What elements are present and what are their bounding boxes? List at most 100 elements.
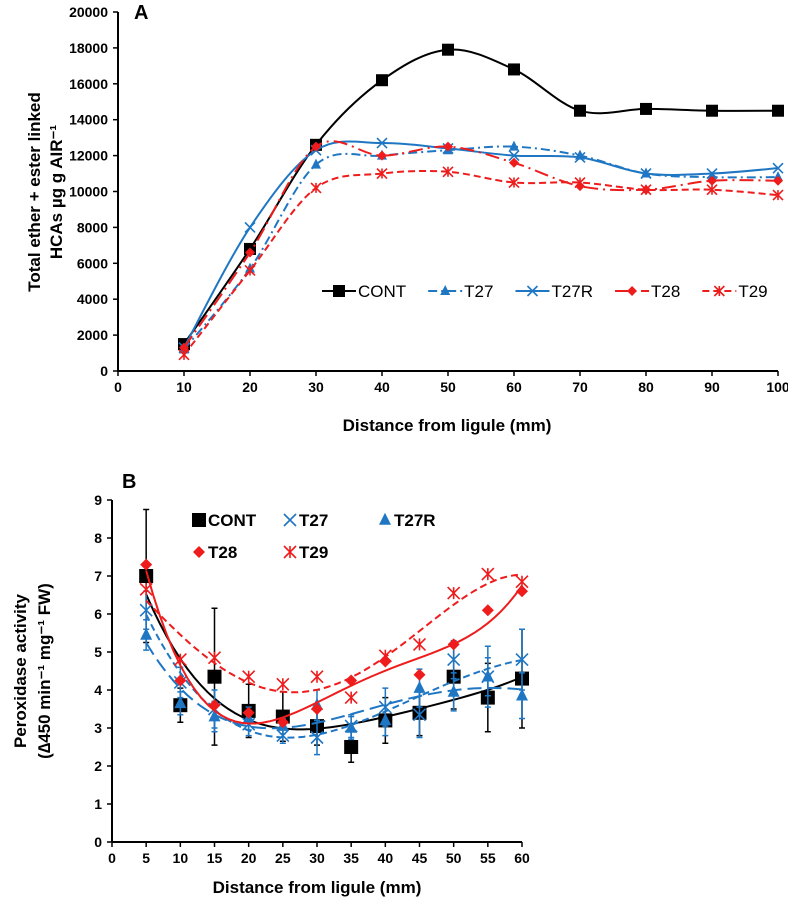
- panel-a-y-axis-title-line2: HCAs µg g AIR⁻¹: [47, 125, 66, 260]
- panel-a-legend: CONT T27 T27R T28 T29: [322, 282, 768, 301]
- legend-marker: [379, 512, 391, 525]
- panel-a-series-cont: [178, 43, 784, 351]
- data-point: [481, 669, 494, 682]
- star-marker: [713, 285, 725, 297]
- square-marker: [333, 285, 345, 297]
- data-point: [442, 43, 454, 56]
- star-marker: [508, 176, 520, 189]
- data-point: [310, 182, 322, 194]
- data-point: [481, 604, 494, 617]
- data-point: [379, 713, 392, 726]
- x-marker: [447, 653, 461, 667]
- star-marker: [640, 184, 652, 196]
- star-marker: [378, 649, 392, 663]
- star-marker: [242, 670, 256, 684]
- star-marker: [207, 651, 222, 665]
- triangle-marker: [516, 688, 528, 701]
- panel-a-series-t27: [179, 140, 783, 354]
- panel-a-x-tick-label: 90: [704, 379, 720, 395]
- square-marker: [574, 104, 586, 117]
- data-point: [508, 150, 520, 162]
- data-point: [447, 638, 460, 651]
- star-marker: [173, 653, 187, 667]
- panel-b-y-tick-label: 1: [94, 796, 102, 812]
- diamond-marker: [509, 157, 519, 168]
- square-marker: [376, 74, 388, 87]
- data-point: [413, 668, 426, 681]
- data-point: [244, 264, 256, 277]
- panel-a-x-tick-label: 40: [374, 379, 390, 395]
- data-point: [242, 670, 256, 684]
- panel-b-x-axis-title: Distance from ligule (mm): [213, 878, 422, 897]
- data-point: [377, 150, 387, 161]
- data-point: [516, 688, 528, 701]
- data-point: [311, 158, 321, 169]
- data-point: [772, 162, 784, 174]
- legend-label: CONT: [208, 511, 257, 530]
- data-point: [208, 709, 221, 722]
- legend-item-t29: T29: [283, 543, 328, 562]
- diamond-marker: [516, 585, 528, 598]
- legend-label: T27: [299, 511, 328, 530]
- data-point: [207, 669, 222, 684]
- triangle-marker: [345, 720, 358, 733]
- panel-a-x-tick-label: 30: [308, 379, 324, 395]
- star-marker: [481, 567, 495, 581]
- triangle-marker: [447, 684, 460, 697]
- diamond-marker: [193, 546, 205, 558]
- legend-marker: [713, 285, 725, 297]
- x-marker: [276, 729, 290, 743]
- data-point: [413, 680, 426, 693]
- triangle-marker: [208, 709, 221, 722]
- star-marker: [772, 189, 784, 201]
- triangle-marker: [140, 627, 153, 640]
- panel-a-y-tick-label: 18000: [69, 40, 108, 56]
- data-point: [173, 653, 187, 667]
- panel-a-y-tick-label: 12000: [69, 148, 108, 164]
- panel-b-x-tick-label: 30: [309, 850, 325, 866]
- data-point: [706, 104, 718, 117]
- panel-a-y-tick-label: 8000: [77, 219, 108, 235]
- panel-b-x-tick-label: 50: [446, 850, 462, 866]
- data-point: [447, 653, 461, 667]
- triangle-marker: [413, 680, 426, 693]
- data-point: [706, 167, 718, 180]
- trend-line: [145, 642, 523, 730]
- data-point: [178, 349, 190, 361]
- panel-b-y-tick-label: 8: [94, 530, 102, 546]
- data-point: [773, 175, 783, 186]
- data-point: [509, 157, 519, 168]
- x-marker: [508, 150, 520, 162]
- panel-a-y-tick-label: 20000: [69, 4, 108, 20]
- data-point: [515, 575, 529, 589]
- panel-a-series-t29: [178, 166, 784, 361]
- panel-b-x-tick-label: 5: [142, 850, 150, 866]
- legend-marker: [440, 285, 451, 295]
- panel-b-x-tick-label: 10: [173, 850, 189, 866]
- legend-item-t27r: T27R: [379, 511, 436, 530]
- panel-b-x-tick-label: 60: [514, 850, 530, 866]
- panel-b-x-tick-label: 55: [480, 850, 496, 866]
- legend-label: T28: [208, 543, 237, 562]
- data-point: [276, 677, 290, 691]
- panel-b-series-t28: [140, 558, 528, 729]
- data-point: [412, 637, 427, 651]
- panel-b-series-t27r: [140, 618, 528, 741]
- panel-a-y-axis-title-line1: Total ether + ester linked: [25, 92, 44, 292]
- series-line: [183, 140, 779, 349]
- panel-a-chart: A Distance from ligule (mm) Total ether …: [25, 2, 788, 435]
- square-marker: [344, 740, 359, 754]
- legend-label: T29: [738, 282, 767, 301]
- data-point: [345, 720, 358, 733]
- data-point: [508, 176, 520, 189]
- panel-a-x-tick-label: 50: [440, 379, 456, 395]
- x-marker: [412, 708, 427, 722]
- data-point: [447, 684, 460, 697]
- x-marker: [244, 221, 256, 233]
- x-marker: [515, 653, 529, 667]
- legend-label: CONT: [358, 282, 406, 301]
- data-point: [412, 708, 427, 722]
- panel-b-x-tick-label: 15: [207, 850, 223, 866]
- data-point: [376, 74, 388, 87]
- data-point: [245, 247, 255, 258]
